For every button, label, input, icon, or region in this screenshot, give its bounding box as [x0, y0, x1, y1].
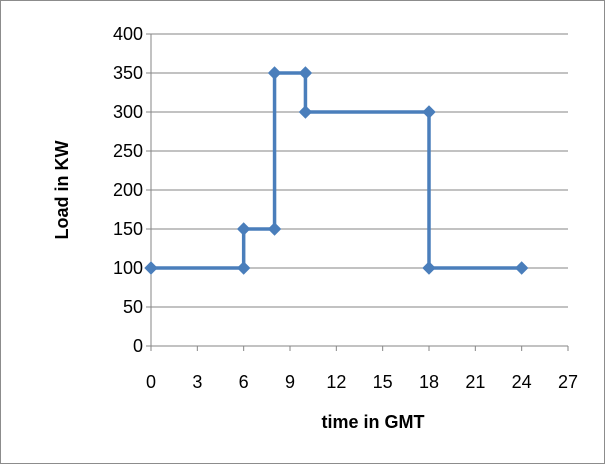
x-tick-label: 6 [239, 372, 249, 392]
y-tick-label: 350 [113, 63, 143, 83]
x-tick-label: 0 [146, 372, 156, 392]
x-tick-label: 24 [512, 372, 532, 392]
x-tick-label: 27 [558, 372, 578, 392]
y-tick-label: 50 [123, 297, 143, 317]
data-point [422, 261, 436, 275]
y-tick-label: 400 [113, 24, 143, 44]
data-point [236, 222, 251, 236]
gridlines [151, 33, 568, 308]
data-point [267, 222, 282, 236]
data-point [298, 105, 313, 119]
data-point [267, 66, 282, 80]
series [144, 66, 529, 275]
y-tick-label: 0 [133, 336, 143, 356]
x-tick-label: 15 [373, 372, 393, 392]
y-axis-title: Load in KW [52, 140, 72, 239]
y-tick-label: 300 [113, 102, 143, 122]
y-tick-labels: 0 50 100 150 200 250 300 350 400 [113, 24, 143, 356]
y-tick-label: 250 [113, 141, 143, 161]
y-tick-label: 200 [113, 180, 143, 200]
data-point [144, 261, 158, 275]
y-tick-label: 100 [113, 258, 143, 278]
data-point [422, 105, 436, 119]
x-tick-label: 9 [285, 372, 295, 392]
x-tick-label: 21 [465, 372, 485, 392]
x-tick-label: 3 [192, 372, 202, 392]
x-tick-label: 18 [419, 372, 439, 392]
data-point [514, 261, 529, 275]
data-point [236, 261, 251, 275]
x-tick-labels: 0 3 6 9 12 15 18 21 24 27 [146, 372, 578, 392]
x-axis-title: time in GMT [322, 412, 425, 432]
y-tick-label: 150 [113, 219, 143, 239]
x-tick-label: 12 [326, 372, 346, 392]
data-point [298, 66, 313, 80]
axes [146, 33, 569, 351]
series-line-0 [151, 71, 522, 270]
